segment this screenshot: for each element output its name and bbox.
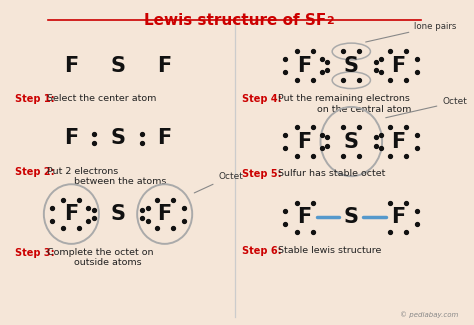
Text: F: F [298, 132, 312, 151]
Text: 2: 2 [326, 16, 333, 26]
Text: S: S [344, 132, 359, 151]
Text: Put 2 electrons
          between the atoms: Put 2 electrons between the atoms [44, 167, 166, 186]
Text: F: F [64, 56, 79, 76]
Text: F: F [391, 207, 405, 227]
Text: Step 1:: Step 1: [15, 94, 55, 104]
Text: Lewis structure of SF: Lewis structure of SF [144, 13, 326, 28]
Text: F: F [157, 128, 172, 148]
Text: S: S [344, 56, 359, 76]
Text: Step 3:: Step 3: [15, 248, 55, 258]
Text: F: F [298, 56, 312, 76]
Text: Step 6:: Step 6: [242, 246, 281, 256]
Text: Step 2:: Step 2: [15, 167, 55, 177]
Text: Select the center atom: Select the center atom [44, 94, 156, 103]
Text: F: F [64, 128, 79, 148]
Text: Put the remaining electrons
              on the central atom: Put the remaining electrons on the centr… [275, 94, 411, 114]
Text: Step 5:: Step 5: [242, 169, 281, 179]
Text: F: F [298, 207, 312, 227]
Text: F: F [64, 204, 79, 224]
Text: Sulfur has stable octet: Sulfur has stable octet [275, 169, 386, 178]
Text: S: S [110, 204, 126, 224]
Text: S: S [110, 56, 126, 76]
Text: S: S [344, 207, 359, 227]
Text: Step 4:: Step 4: [242, 94, 281, 104]
Text: F: F [157, 56, 172, 76]
Text: S: S [110, 128, 126, 148]
Text: F: F [391, 132, 405, 151]
Text: Complete the octet on
          outside atoms: Complete the octet on outside atoms [44, 248, 154, 267]
Text: © pediabay.com: © pediabay.com [400, 311, 459, 318]
Text: lone pairs: lone pairs [365, 22, 456, 42]
Text: F: F [157, 204, 172, 224]
Text: Stable lewis structure: Stable lewis structure [275, 246, 382, 255]
Text: Octet: Octet [386, 98, 467, 118]
Text: F: F [391, 56, 405, 76]
Text: Octet: Octet [194, 172, 243, 193]
